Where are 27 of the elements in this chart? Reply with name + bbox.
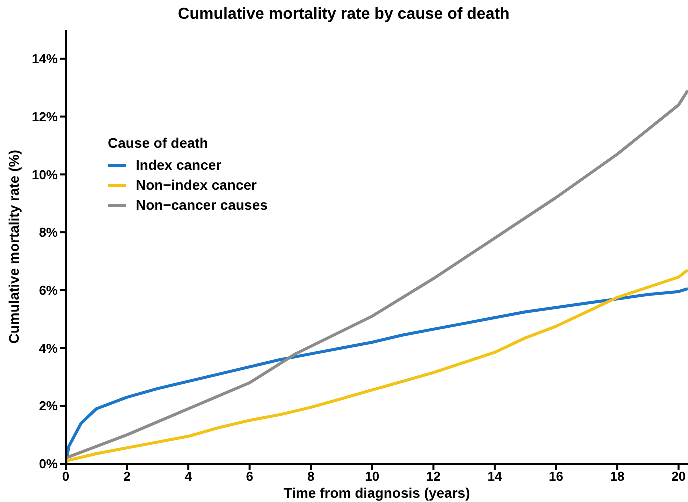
legend-title: Cause of death bbox=[108, 135, 210, 151]
legend-label: Non−index cancer bbox=[136, 177, 257, 193]
y-tick-label: 8% bbox=[39, 225, 58, 240]
legend-label: Non−cancer causes bbox=[136, 197, 268, 213]
x-tick-label: 20 bbox=[672, 469, 686, 484]
y-axis-title: Cumulative mortality rate (%) bbox=[6, 150, 22, 344]
y-tick-label: 6% bbox=[39, 283, 58, 298]
x-tick-label: 2 bbox=[124, 469, 131, 484]
y-tick-label: 12% bbox=[32, 109, 58, 124]
x-tick-label: 14 bbox=[488, 469, 503, 484]
y-tick-label: 10% bbox=[32, 167, 58, 182]
x-tick-label: 18 bbox=[610, 469, 625, 484]
y-tick-label: 14% bbox=[32, 52, 58, 67]
x-tick-label: 8 bbox=[308, 469, 315, 484]
y-tick-label: 2% bbox=[39, 398, 58, 414]
y-tick-label: 0% bbox=[39, 456, 58, 472]
x-tick-label: 4 bbox=[184, 469, 193, 484]
x-axis-title: Time from diagnosis (years) bbox=[284, 485, 470, 501]
line-series bbox=[66, 89, 688, 460]
y-tick-label: 4% bbox=[39, 340, 58, 356]
x-tick-label: 16 bbox=[549, 469, 564, 484]
x-tick-label: 0 bbox=[62, 469, 70, 484]
legend-label: Index cancer bbox=[136, 157, 222, 173]
x-tick-label: 6 bbox=[246, 469, 254, 484]
x-tick-label: 10 bbox=[365, 469, 380, 484]
x-tick-label: 12 bbox=[426, 469, 441, 484]
chart-title: Cumulative mortality rate by cause of death bbox=[177, 6, 511, 24]
